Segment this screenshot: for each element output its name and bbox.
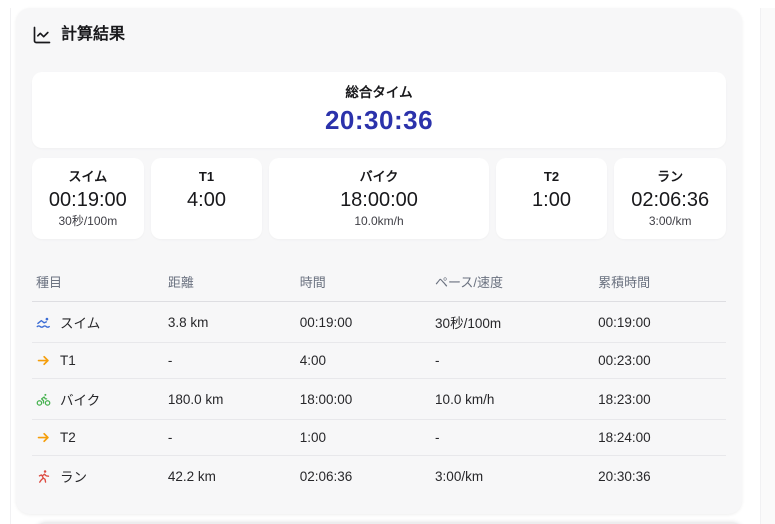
- sport-cell: スイム: [36, 312, 160, 332]
- stat-sub-value: 30秒/100m: [58, 214, 118, 228]
- sport-label: バイク: [60, 393, 101, 408]
- time-cell: 02:06:36: [299, 468, 353, 484]
- time-cell: 00:19:00: [295, 301, 432, 343]
- sport-cell: T2: [36, 430, 160, 445]
- stat-value: 4:00: [187, 189, 226, 211]
- stat-value: 1:00: [532, 189, 571, 211]
- sport-label: スイム: [60, 316, 101, 331]
- stat-label: スイム: [68, 169, 108, 184]
- stat-cards-row: スイム 00:19:00 30秒/100m T1 4:00 バイク 18:00:…: [32, 158, 726, 239]
- next-section-card-top: [33, 522, 745, 524]
- stat-sub-value: 10.0km/h: [354, 214, 404, 228]
- stat-card: T2 1:00: [495, 158, 608, 239]
- time-cell: 4:00: [295, 342, 432, 379]
- table-row: スイム 3.8 km 00:19:00 30秒/100m 00:19:00: [32, 301, 726, 343]
- sport-label: ラン: [60, 470, 87, 485]
- pace-cell: -: [431, 419, 595, 456]
- chart-line-icon: [32, 25, 52, 45]
- column-header-3: ペース/速度: [431, 260, 595, 302]
- results-card-header: 計算結果: [32, 24, 726, 46]
- cumulative-time-cell: 00:19:00: [594, 301, 726, 343]
- stat-sub-value: 3:00/km: [648, 214, 692, 228]
- page-left-edge-line: [10, 8, 11, 524]
- results-card: 計算結果 総合タイム 20:30:36 スイム 00:19:00 30秒/100…: [16, 8, 742, 514]
- transition-arrow-icon: [36, 353, 51, 368]
- page-right-edge-strip: [760, 8, 775, 524]
- time-cell: 1:00: [295, 419, 432, 456]
- stat-label: T2: [543, 169, 560, 184]
- distance-cell: -: [163, 342, 296, 379]
- total-time-card: 総合タイム 20:30:36: [32, 72, 726, 148]
- cumulative-time-cell: 18:23:00: [594, 378, 726, 420]
- table-row: ラン 42.2 km 02:06:36 3:00/km 20:30:36: [32, 456, 726, 497]
- sport-cell: ラン: [36, 466, 160, 486]
- column-header-1: 距離: [163, 260, 296, 302]
- cumulative-time-cell: 20:30:36: [598, 468, 651, 484]
- stat-label: ラン: [657, 169, 684, 184]
- swim-icon: [36, 315, 51, 330]
- distance-cell: 3.8 km: [163, 301, 296, 343]
- bike-icon: [36, 392, 51, 407]
- column-header-0: 種目: [32, 260, 164, 302]
- sport-label: T1: [60, 353, 76, 368]
- stat-value: 18:00:00: [340, 189, 418, 211]
- sport-cell: バイク: [36, 389, 160, 409]
- table-row: バイク 180.0 km 18:00:00 10.0 km/h 18:23:00: [32, 378, 726, 420]
- pace-cell: -: [431, 342, 595, 379]
- stat-card: T1 4:00: [150, 158, 263, 239]
- table-row: T2 - 1:00 - 18:24:00: [32, 419, 726, 456]
- results-table: 種目 距離 時間 ペース/速度 累積時間 スイム 3.8 km 00:19:00 30秒…: [32, 260, 726, 496]
- sport-label: T2: [60, 430, 76, 445]
- total-time-value: 20:30:36: [324, 105, 434, 135]
- stat-card: ラン 02:06:36 3:00/km: [614, 158, 726, 239]
- pace-cell: 3:00/km: [435, 468, 484, 484]
- cumulative-time-cell: 00:23:00: [594, 342, 726, 379]
- total-time-label: 総合タイム: [345, 85, 413, 100]
- distance-cell: 180.0 km: [163, 378, 296, 420]
- table-header-row: 種目 距離 時間 ペース/速度 累積時間: [32, 260, 726, 302]
- stat-card: スイム 00:19:00 30秒/100m: [32, 158, 144, 239]
- table-row: T1 - 4:00 - 00:23:00: [32, 342, 726, 379]
- sport-cell: T1: [36, 353, 160, 368]
- stat-value: 02:06:36: [631, 189, 710, 211]
- results-title: 計算結果: [61, 26, 126, 43]
- transition-arrow-icon: [36, 430, 51, 445]
- run-icon: [36, 469, 51, 484]
- stat-value: 00:19:00: [48, 189, 127, 211]
- cumulative-time-cell: 18:24:00: [594, 419, 726, 456]
- distance-cell: -: [163, 419, 296, 456]
- pace-cell: 10.0 km/h: [431, 378, 595, 420]
- stat-label: T1: [198, 169, 215, 184]
- pace-cell: 30秒/100m: [431, 301, 595, 343]
- distance-cell: 42.2 km: [167, 468, 216, 484]
- stat-card: バイク 18:00:00 10.0km/h: [269, 158, 489, 239]
- column-header-2: 時間: [295, 260, 432, 302]
- column-header-4: 累積時間: [594, 260, 726, 302]
- stat-label: バイク: [359, 169, 399, 184]
- time-cell: 18:00:00: [295, 378, 432, 420]
